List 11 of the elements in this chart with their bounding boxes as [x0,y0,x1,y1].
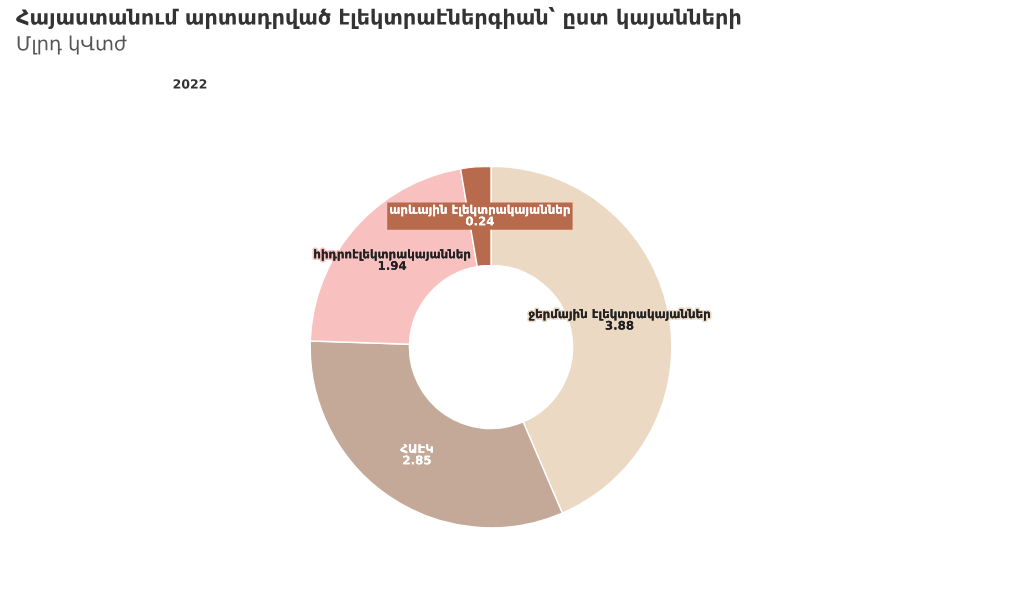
data-label: 2.85 [403,455,431,465]
slice-label: արևային էլեկտրակայաններ [390,204,570,217]
slice-label: ՀԱԷԿ [400,444,433,454]
data-label: 3.88 [605,320,634,330]
slice-label: ջերմային էլեկտրակայաններ [528,309,710,321]
slice-label: հիդրոէլեկտրակայաններ [314,249,471,261]
text: 2022 [173,79,207,89]
chart-title: Հայաստանում արտադրված էլեկտրաէներգիան՝ ըստ կայանների [16,6,741,30]
data-label: 1.94 [378,261,407,270]
data-label: 0.24 [465,216,494,226]
text: Մլրդ կՎտժ [17,35,127,55]
